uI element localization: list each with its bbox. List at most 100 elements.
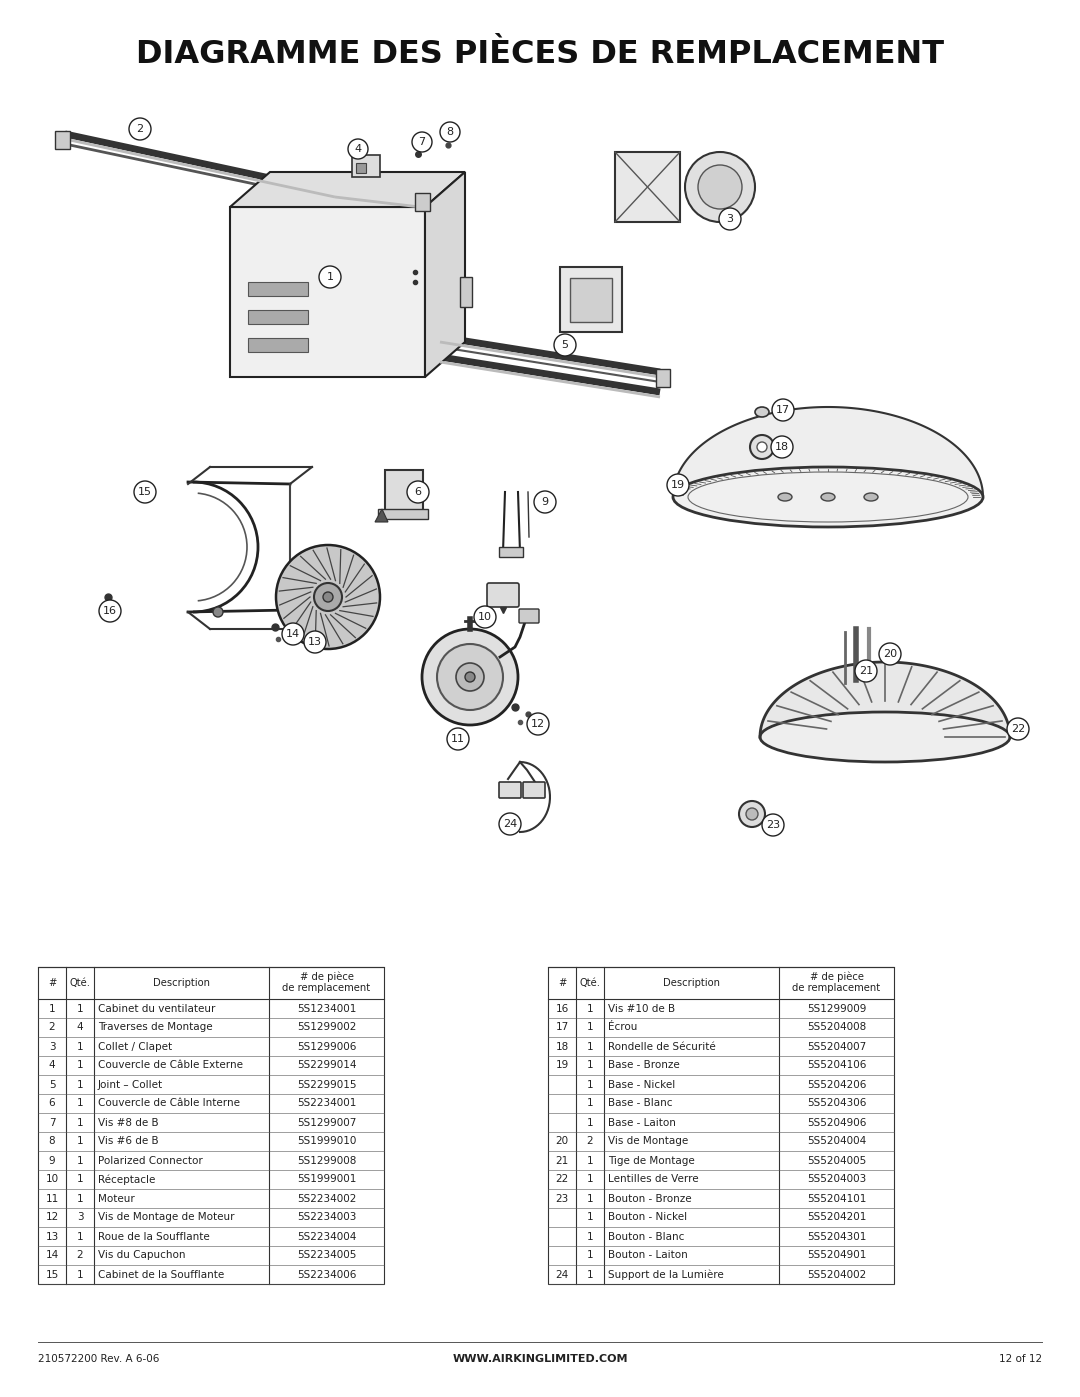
Circle shape: [757, 441, 767, 453]
Text: 1: 1: [586, 1003, 593, 1013]
Circle shape: [879, 643, 901, 665]
Circle shape: [527, 712, 549, 735]
Circle shape: [134, 481, 156, 503]
Text: 1: 1: [586, 1175, 593, 1185]
FancyBboxPatch shape: [384, 469, 423, 515]
Text: 20: 20: [883, 650, 897, 659]
Text: WWW.AIRKINGLIMITED.COM: WWW.AIRKINGLIMITED.COM: [453, 1354, 627, 1363]
Text: 7: 7: [49, 1118, 55, 1127]
Circle shape: [411, 131, 432, 152]
Text: 1: 1: [77, 1080, 83, 1090]
FancyBboxPatch shape: [615, 152, 680, 222]
FancyBboxPatch shape: [356, 163, 366, 173]
Text: 5S2234006: 5S2234006: [297, 1270, 356, 1280]
Text: 8: 8: [446, 127, 454, 137]
Text: #: #: [48, 978, 56, 988]
Text: 5S5204201: 5S5204201: [807, 1213, 866, 1222]
Circle shape: [447, 728, 469, 750]
Circle shape: [456, 664, 484, 692]
Text: 5S1999010: 5S1999010: [297, 1137, 356, 1147]
Text: Tige de Montage: Tige de Montage: [608, 1155, 694, 1165]
Text: 1: 1: [77, 1270, 83, 1280]
Text: Collet / Clapet: Collet / Clapet: [98, 1042, 172, 1052]
Text: 5S1234001: 5S1234001: [297, 1003, 356, 1013]
Text: 4: 4: [49, 1060, 55, 1070]
Text: 10: 10: [478, 612, 492, 622]
Ellipse shape: [673, 467, 983, 527]
Circle shape: [323, 592, 333, 602]
Circle shape: [465, 672, 475, 682]
Text: Vis #6 de B: Vis #6 de B: [98, 1137, 159, 1147]
FancyBboxPatch shape: [415, 193, 430, 211]
FancyBboxPatch shape: [499, 782, 521, 798]
Text: 7: 7: [418, 137, 426, 147]
Circle shape: [303, 631, 326, 652]
FancyBboxPatch shape: [548, 967, 894, 1284]
Text: 2: 2: [49, 1023, 55, 1032]
Text: 1: 1: [77, 1003, 83, 1013]
Text: 1: 1: [586, 1155, 593, 1165]
Text: 5S1299007: 5S1299007: [297, 1118, 356, 1127]
Text: 23: 23: [766, 820, 780, 830]
Text: 21: 21: [859, 666, 873, 676]
Ellipse shape: [821, 493, 835, 502]
Text: 5S5204007: 5S5204007: [807, 1042, 866, 1052]
Text: Qté.: Qté.: [69, 978, 91, 988]
Polygon shape: [375, 509, 388, 522]
Text: 210572200 Rev. A 6-06: 210572200 Rev. A 6-06: [38, 1354, 160, 1363]
Circle shape: [739, 800, 765, 827]
Text: Base - Blanc: Base - Blanc: [608, 1098, 673, 1108]
Text: 11: 11: [45, 1193, 58, 1203]
FancyBboxPatch shape: [248, 338, 308, 352]
Text: Écrou: Écrou: [608, 1023, 637, 1032]
Text: Joint – Collet: Joint – Collet: [98, 1080, 163, 1090]
Text: 11: 11: [451, 733, 465, 745]
Circle shape: [407, 481, 429, 503]
Circle shape: [314, 583, 342, 610]
FancyBboxPatch shape: [561, 267, 622, 332]
Text: 1: 1: [586, 1193, 593, 1203]
Circle shape: [129, 117, 151, 140]
Text: 5S5204005: 5S5204005: [807, 1155, 866, 1165]
Text: Bouton - Blanc: Bouton - Blanc: [608, 1232, 685, 1242]
Text: 1: 1: [77, 1155, 83, 1165]
Text: 10: 10: [45, 1175, 58, 1185]
Text: Cabinet de la Soufflante: Cabinet de la Soufflante: [98, 1270, 225, 1280]
Text: 13: 13: [308, 637, 322, 647]
Text: Description: Description: [153, 978, 210, 988]
Text: 22: 22: [1011, 724, 1025, 733]
Text: 18: 18: [555, 1042, 569, 1052]
Text: 16: 16: [555, 1003, 569, 1013]
Text: 9: 9: [49, 1155, 55, 1165]
Text: 18: 18: [775, 441, 789, 453]
Text: Vis de Montage: Vis de Montage: [608, 1137, 688, 1147]
Text: 2: 2: [77, 1250, 83, 1260]
Text: 5S2234003: 5S2234003: [297, 1213, 356, 1222]
Text: 5S2234002: 5S2234002: [297, 1193, 356, 1203]
Circle shape: [99, 599, 121, 622]
Text: 1: 1: [49, 1003, 55, 1013]
Circle shape: [474, 606, 496, 629]
Circle shape: [276, 545, 380, 650]
Text: 1: 1: [77, 1098, 83, 1108]
Circle shape: [1007, 718, 1029, 740]
Text: 5: 5: [562, 339, 568, 351]
Text: Vis du Capuchon: Vis du Capuchon: [98, 1250, 186, 1260]
Text: 1: 1: [586, 1250, 593, 1260]
Text: 1: 1: [586, 1023, 593, 1032]
Text: 19: 19: [671, 481, 685, 490]
Circle shape: [319, 265, 341, 288]
Text: 5S5204306: 5S5204306: [807, 1098, 866, 1108]
Circle shape: [685, 152, 755, 222]
Ellipse shape: [760, 712, 1010, 761]
Ellipse shape: [755, 407, 769, 416]
Text: Bouton - Bronze: Bouton - Bronze: [608, 1193, 691, 1203]
Text: 15: 15: [138, 488, 152, 497]
Text: 1: 1: [326, 272, 334, 282]
Polygon shape: [230, 172, 465, 207]
Text: 21: 21: [555, 1155, 569, 1165]
Text: Bouton - Nickel: Bouton - Nickel: [608, 1213, 687, 1222]
FancyBboxPatch shape: [230, 207, 426, 377]
FancyBboxPatch shape: [55, 131, 70, 149]
Text: 19: 19: [555, 1060, 569, 1070]
